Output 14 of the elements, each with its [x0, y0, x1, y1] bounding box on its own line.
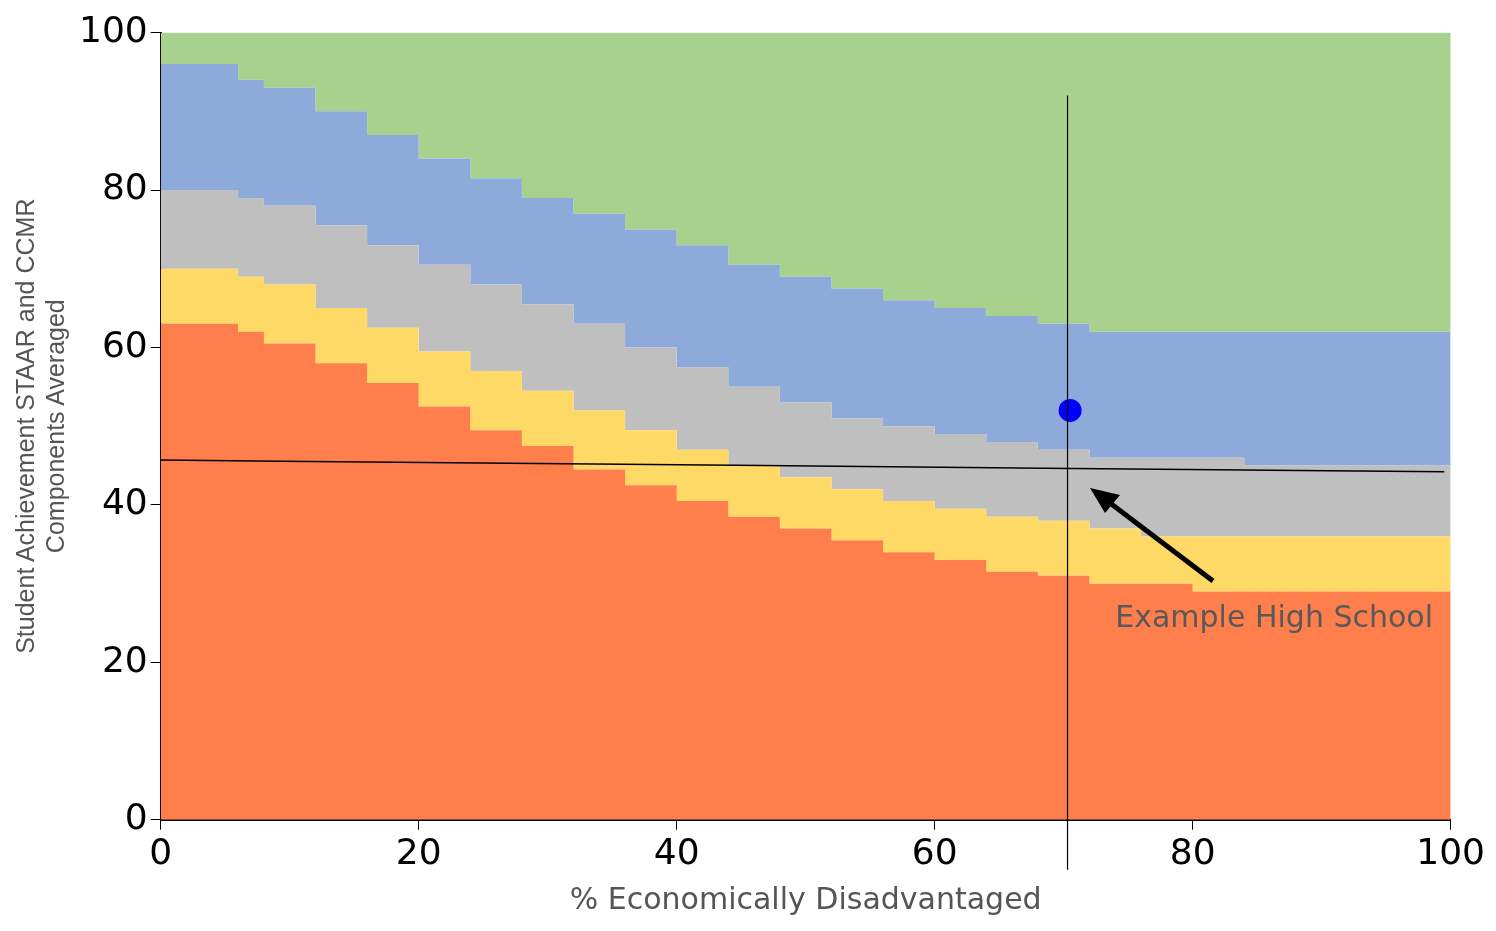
y-axis-title: Student Achievement STAAR and CCMR Components Averaged [10, 198, 69, 654]
x-tick-label: 20 [395, 830, 442, 872]
y-tick-label: 80 [101, 166, 148, 208]
x-axis-title: % Economically Disadvantaged [569, 880, 1042, 916]
x-tick-label: 40 [653, 830, 700, 872]
x-tick-label: 80 [1169, 830, 1216, 872]
y-tick-label: 0 [124, 796, 148, 838]
y-tick-label: 40 [101, 481, 148, 523]
annotation: Example High School [1115, 598, 1434, 634]
y-tick-label: 20 [101, 638, 148, 680]
y-tick-label: 100 [78, 8, 148, 50]
x-tick-label: 60 [911, 830, 958, 872]
x-tick-label: 100 [1416, 830, 1485, 872]
y-tick-label: 60 [101, 323, 148, 365]
